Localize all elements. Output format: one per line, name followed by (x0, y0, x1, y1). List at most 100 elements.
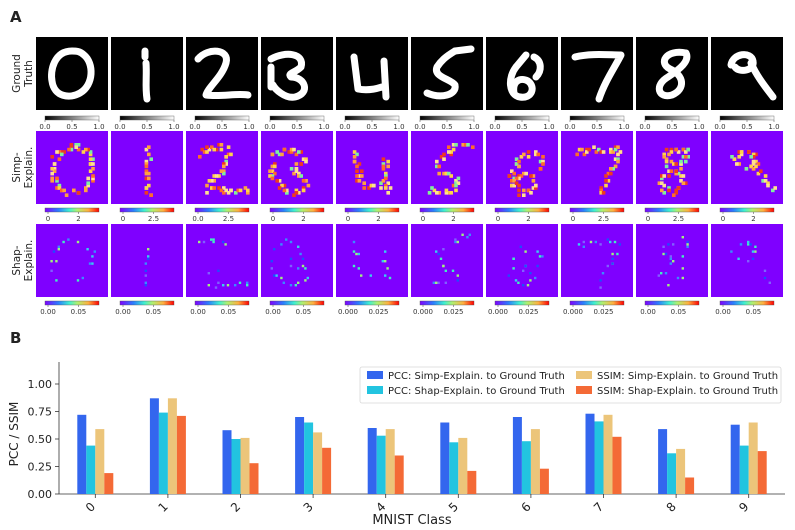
heat-pixel (529, 279, 532, 282)
ground-truth-digit-9-colorbar-gradient (719, 115, 775, 121)
heat-pixel (270, 152, 275, 157)
heat-pixel (679, 162, 683, 166)
heat-pixel (212, 240, 215, 244)
heat-pixel (304, 279, 307, 282)
heat-pixel (737, 155, 741, 159)
heat-pixel (435, 281, 438, 284)
heat-pixel (292, 171, 296, 176)
heat-pixel (526, 188, 531, 193)
heat-pixel (226, 152, 231, 157)
heat-pixel (589, 240, 593, 244)
heat-pixel (384, 260, 387, 263)
heat-pixel (219, 143, 224, 147)
bar-class-6-series-1 (521, 441, 531, 494)
x-tick-label: 1 (155, 500, 170, 515)
digit-stroke (451, 45, 475, 55)
heat-pixel (86, 147, 90, 152)
heat-pixel (524, 264, 527, 268)
heat-pixel (747, 240, 750, 244)
heat-pixel (674, 162, 678, 166)
heat-pixel (616, 145, 620, 149)
heat-pixel (674, 191, 678, 195)
digit-stroke (530, 53, 544, 81)
heat-pixel (144, 171, 149, 176)
heat-pixel (69, 143, 74, 147)
shap-explain-digit-7-colorbar: 0.000 0.025 (563, 300, 625, 316)
heat-pixel (294, 162, 299, 166)
ground-truth-digit-0-colorbar-tick-label: 0.5 (66, 123, 77, 131)
heat-pixel (84, 186, 88, 190)
heat-pixel (522, 171, 526, 176)
heat-pixel (541, 155, 545, 159)
shap-explain-tile-digit-4 (336, 224, 408, 297)
heat-pixel (616, 157, 620, 161)
shap-explain-digit-5-colorbar-tick-label: 0.025 (443, 308, 463, 316)
heat-pixel (444, 188, 449, 193)
heat-pixel (386, 164, 390, 169)
heat-pixel (57, 183, 62, 188)
shap-explain-digit-6-colorbar-tick-label: 0.000 (488, 308, 508, 316)
heat-pixel (275, 274, 278, 277)
heat-pixel (517, 281, 520, 284)
simp-explain-digit-4-colorbar-gradient (344, 207, 400, 213)
heat-pixel (517, 176, 521, 181)
heat-pixel (55, 179, 59, 183)
heat-pixel (667, 174, 671, 178)
heat-pixel (529, 191, 533, 195)
legend-label-3: SSIM: Shap-Explain. to Ground Truth (597, 386, 778, 397)
heat-pixel (81, 276, 84, 280)
heat-pixel (285, 191, 289, 195)
heat-pixel (674, 147, 678, 152)
heat-pixel (437, 281, 440, 284)
heat-pixel (451, 143, 456, 147)
shap-explain-digit-0-colorbar-tick-label: 0.00 (40, 308, 56, 316)
heat-pixel (519, 245, 522, 248)
ground-truth-digit-2-colorbar: 0.0 0.5 1.0 (189, 115, 255, 131)
legend-swatch-1 (367, 386, 383, 394)
heat-pixel (763, 269, 767, 272)
heat-pixel (592, 145, 596, 149)
heat-pixel (771, 188, 775, 193)
heat-pixel (681, 147, 686, 152)
heat-pixel (91, 167, 95, 171)
heat-pixel (611, 262, 614, 265)
heat-pixel (667, 284, 670, 287)
heat-pixel (74, 143, 78, 147)
simp-explain-tile-background (636, 131, 708, 204)
digit-stroke (507, 63, 536, 101)
heat-pixel (442, 157, 446, 161)
shap-explain-row: Shap-Explain.0.00 0.05 0.00 0.05 0.00 0.05 0.0… (11, 224, 783, 316)
heat-pixel (676, 186, 681, 190)
digit-stroke (571, 51, 625, 103)
heat-pixel (198, 155, 202, 159)
ground-truth-digit-1-colorbar: 0.0 0.5 1.0 (114, 115, 180, 131)
ground-truth-tile-digit-5 (411, 37, 483, 110)
bar-class-3-series-2 (313, 432, 323, 494)
heat-pixel (285, 188, 289, 193)
heat-pixel (88, 152, 93, 157)
bar-class-5-series-1 (449, 442, 459, 494)
heat-pixel (69, 145, 74, 149)
bar-class-9-series-1 (739, 445, 749, 494)
simp-explain-digit-5-colorbar-gradient (419, 207, 475, 213)
heat-pixel (147, 255, 150, 258)
heat-pixel (60, 188, 64, 193)
heat-pixel (246, 188, 250, 193)
heat-pixel (759, 169, 763, 173)
heat-pixel (388, 186, 393, 190)
heat-pixel (449, 191, 453, 195)
heat-pixel (667, 243, 670, 246)
heat-pixel (147, 171, 151, 176)
bar-class-6-series-2 (530, 429, 540, 494)
heat-pixel (62, 150, 66, 154)
heat-pixel (282, 147, 287, 152)
heat-pixel (669, 262, 672, 265)
heat-pixel (381, 179, 386, 183)
heat-pixel (214, 286, 218, 289)
heat-pixel (599, 150, 603, 154)
heat-pixel (226, 191, 231, 195)
heat-pixel (773, 186, 777, 190)
heat-pixel (514, 157, 519, 161)
